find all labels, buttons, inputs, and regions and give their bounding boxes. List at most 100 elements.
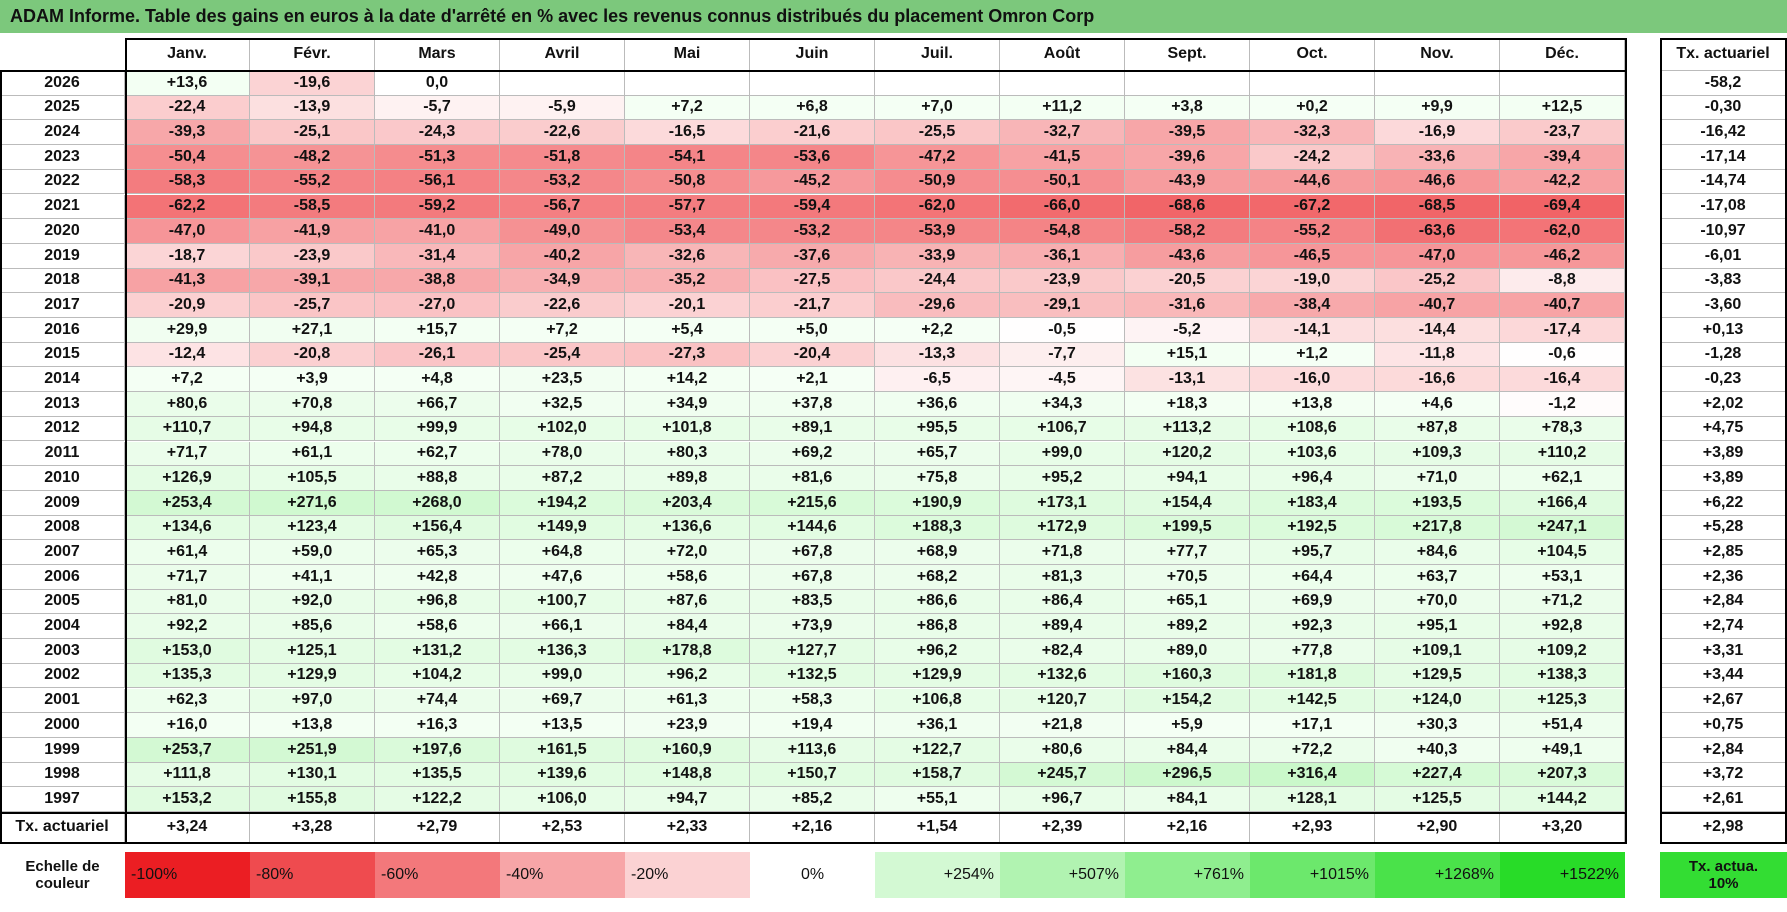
actuarial-cell: +2,84 (1660, 737, 1787, 763)
value-cell: +97,0 (250, 688, 375, 714)
actuarial-cell: -10,97 (1660, 219, 1787, 244)
value-cell: -53,4 (625, 219, 750, 244)
value-cell: +111,8 (125, 762, 250, 788)
value-cell: +172,9 (1000, 515, 1125, 541)
value-cell: +71,7 (125, 441, 250, 467)
actuarial-cell: -6,01 (1660, 243, 1787, 269)
value-cell: +99,9 (375, 416, 500, 442)
value-cell: +316,4 (1250, 762, 1375, 788)
value-cell: +127,7 (750, 639, 875, 664)
value-cell: +86,8 (875, 614, 1000, 640)
actuarial-cell: -0,23 (1660, 367, 1787, 393)
value-cell: +89,0 (1125, 639, 1250, 664)
value-cell: -24,3 (375, 120, 500, 146)
value-cell: +109,3 (1375, 441, 1500, 467)
empty-cell (500, 71, 625, 96)
value-cell: +203,4 (625, 490, 750, 516)
value-cell: -25,5 (875, 120, 1000, 146)
value-cell: +51,4 (1500, 713, 1625, 738)
value-cell: -32,3 (1250, 120, 1375, 146)
row-year: 2008 (0, 515, 125, 541)
value-cell: +271,6 (250, 490, 375, 516)
value-cell: -58,5 (250, 194, 375, 220)
value-cell: -19,6 (250, 71, 375, 96)
value-cell: +87,8 (1375, 416, 1500, 442)
scale-step: +254% (875, 852, 1000, 898)
row-year: 2025 (0, 95, 125, 121)
scale-target: Tx. actua. 10% (1660, 852, 1787, 898)
value-cell: -59,2 (375, 194, 500, 220)
value-cell: +78,0 (500, 441, 625, 467)
value-cell: -47,0 (125, 219, 250, 244)
value-cell: +81,0 (125, 589, 250, 615)
column-header: Nov. (1375, 38, 1500, 71)
value-cell: +30,3 (1375, 713, 1500, 738)
value-cell: -54,8 (1000, 219, 1125, 244)
value-cell: +106,8 (875, 688, 1000, 714)
value-cell: -25,1 (250, 120, 375, 146)
value-cell: -25,2 (1375, 268, 1500, 294)
value-cell: +3,9 (250, 367, 375, 393)
value-cell: +9,9 (1375, 95, 1500, 121)
actuarial-cell: -3,60 (1660, 293, 1787, 318)
value-cell: +102,0 (500, 416, 625, 442)
value-cell: +217,8 (1375, 515, 1500, 541)
value-cell: -20,4 (750, 342, 875, 368)
column-header: Déc. (1500, 38, 1625, 71)
value-cell: +89,2 (1125, 614, 1250, 640)
value-cell: +99,0 (1000, 441, 1125, 467)
row-year: 2019 (0, 243, 125, 269)
footer-cell: +2,53 (500, 812, 625, 843)
value-cell: +34,9 (625, 392, 750, 417)
row-year: 2012 (0, 416, 125, 442)
value-cell: +62,1 (1500, 466, 1625, 491)
value-cell: +13,6 (125, 71, 250, 96)
value-cell: +5,0 (750, 318, 875, 343)
value-cell: -34,9 (500, 268, 625, 294)
value-cell: +19,4 (750, 713, 875, 738)
value-cell: -22,4 (125, 95, 250, 121)
actuarial-cell: +2,02 (1660, 392, 1787, 417)
value-cell: +207,3 (1500, 762, 1625, 788)
value-cell: 0,0 (375, 71, 500, 96)
value-cell: -51,8 (500, 145, 625, 170)
value-cell: -40,2 (500, 243, 625, 269)
value-cell: -41,0 (375, 219, 500, 244)
value-cell: +83,5 (750, 589, 875, 615)
row-year: 2000 (0, 713, 125, 738)
value-cell: +153,0 (125, 639, 250, 664)
footer-cell: +2,79 (375, 812, 500, 843)
value-cell: -16,6 (1375, 367, 1500, 393)
value-cell: +199,5 (1125, 515, 1250, 541)
value-cell: +103,6 (1250, 441, 1375, 467)
value-cell: +12,5 (1500, 95, 1625, 121)
value-cell: -54,1 (625, 145, 750, 170)
value-cell: +61,4 (125, 540, 250, 565)
value-cell: -46,6 (1375, 169, 1500, 195)
value-cell: -27,0 (375, 293, 500, 318)
actuarial-cell: +3,89 (1660, 441, 1787, 467)
value-cell: +85,6 (250, 614, 375, 640)
value-cell: +122,7 (875, 737, 1000, 763)
value-cell: -13,3 (875, 342, 1000, 368)
value-cell: -68,5 (1375, 194, 1500, 220)
value-cell: +92,8 (1500, 614, 1625, 640)
actuarial-cell: +2,74 (1660, 614, 1787, 640)
value-cell: -33,6 (1375, 145, 1500, 170)
scale-step: +507% (1000, 852, 1125, 898)
value-cell: +65,1 (1125, 589, 1250, 615)
value-cell: +166,4 (1500, 490, 1625, 516)
value-cell: -21,6 (750, 120, 875, 146)
value-cell: +66,1 (500, 614, 625, 640)
value-cell: +96,4 (1250, 466, 1375, 491)
value-cell: +58,6 (625, 565, 750, 590)
value-cell: +62,7 (375, 441, 500, 467)
value-cell: -62,0 (875, 194, 1000, 220)
actuarial-cell: -0,30 (1660, 95, 1787, 121)
value-cell: -49,0 (500, 219, 625, 244)
value-cell: +66,7 (375, 392, 500, 417)
value-cell: +18,3 (1125, 392, 1250, 417)
value-cell: +53,1 (1500, 565, 1625, 590)
value-cell: +59,0 (250, 540, 375, 565)
value-cell: +192,5 (1250, 515, 1375, 541)
